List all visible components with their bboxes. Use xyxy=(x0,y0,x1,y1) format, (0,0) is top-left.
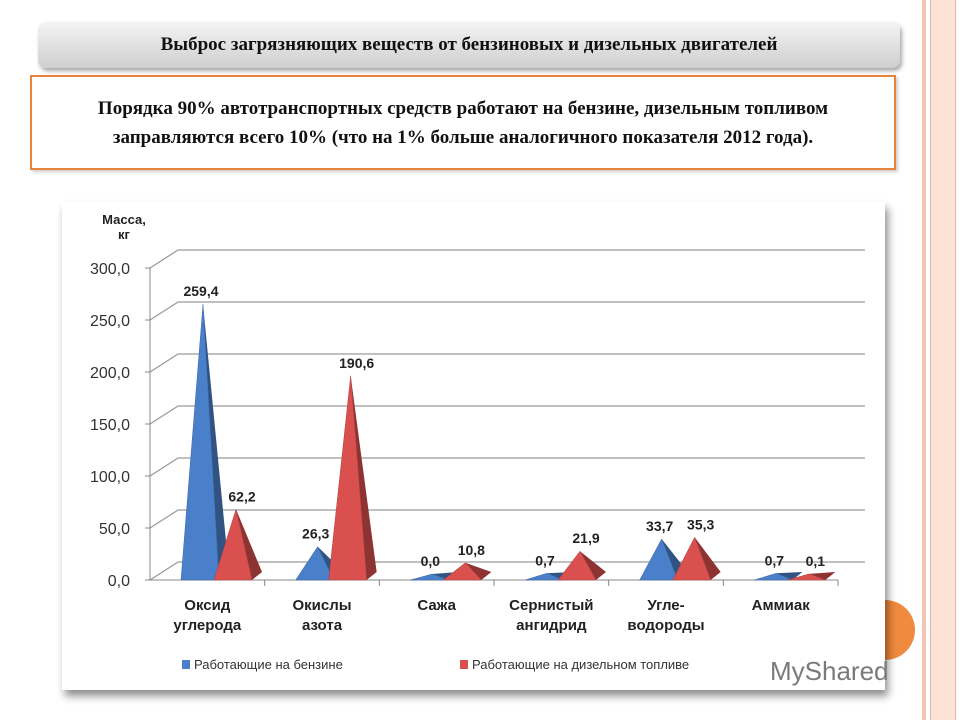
gridline xyxy=(149,353,865,373)
data-label: 0,7 xyxy=(765,552,785,568)
pyramid-petrol xyxy=(639,538,679,581)
y-tick-label: 150,0 xyxy=(90,417,130,434)
pyramid-side-petrol xyxy=(776,572,803,580)
pyramid-petrol xyxy=(754,573,793,581)
decor-stripe xyxy=(930,0,956,720)
data-label: 0,1 xyxy=(806,553,826,569)
slide-title: Выброс загрязняющих веществ от бензиновы… xyxy=(38,22,900,68)
data-label: 190,6 xyxy=(339,355,374,371)
y-tick-label: 50,0 xyxy=(99,521,130,538)
x-tick-label: Сернистый xyxy=(509,597,593,614)
pyramid-side-diesel xyxy=(465,562,492,580)
decor-stripe xyxy=(922,0,926,720)
data-label: 35,3 xyxy=(687,516,714,532)
x-tick-label: ангидрид xyxy=(516,617,587,634)
pyramid-diesel xyxy=(442,562,482,581)
gridline xyxy=(149,249,865,269)
data-label: 0,7 xyxy=(535,552,555,568)
data-label: 259,4 xyxy=(183,283,218,299)
slide-text: Порядка 90% автотранспортных средств раб… xyxy=(30,75,896,170)
gridline xyxy=(149,561,865,581)
pyramid-side-diesel xyxy=(350,375,377,580)
pyramid-petrol xyxy=(295,546,335,581)
data-label: 33,7 xyxy=(646,518,673,534)
x-tick-label: Аммиак xyxy=(752,597,811,614)
pyramid-side-diesel xyxy=(236,509,262,580)
pyramid-petrol xyxy=(180,304,220,581)
pyramid-side-petrol xyxy=(203,304,229,580)
gridline xyxy=(149,301,865,321)
x-tick-label: Окислы xyxy=(292,597,351,614)
pyramid-petrol xyxy=(524,573,564,581)
x-tick-label: углерода xyxy=(173,617,242,634)
legend-swatch xyxy=(182,660,190,669)
y-tick-label: 0,0 xyxy=(108,573,130,590)
chart-panel: Масса, кг 0,0 50,0 100,0 150,0 200,0 250,0 300,0… xyxy=(62,202,885,690)
pyramid-diesel xyxy=(672,536,712,581)
pyramid-diesel xyxy=(328,375,367,581)
pyramid-diesel xyxy=(557,550,597,581)
data-label: 26,3 xyxy=(302,526,329,542)
gridline xyxy=(149,457,865,477)
legend-label: Работающие на дизельном топливе xyxy=(472,657,689,672)
pyramid-diesel xyxy=(787,573,826,581)
y-tick-label: 100,0 xyxy=(90,469,130,486)
y-tick-label: 200,0 xyxy=(90,365,130,382)
pyramid-petrol xyxy=(410,573,449,581)
pyramid-side-diesel xyxy=(694,537,721,580)
data-label: 10,8 xyxy=(458,542,485,558)
x-tick-label: азота xyxy=(302,617,343,634)
y-tick-label: 250,0 xyxy=(90,313,130,330)
y-axis-label: кг xyxy=(118,227,131,242)
legend-swatch xyxy=(460,660,468,669)
data-label: 0,0 xyxy=(421,553,441,569)
legend-label: Работающие на бензине xyxy=(194,657,343,672)
pyramid-side-diesel xyxy=(580,551,606,580)
y-axis-label: Масса, xyxy=(102,212,146,227)
gridline xyxy=(149,509,865,529)
watermark-logo: MyShared xyxy=(770,656,889,686)
chart: Масса,кг 0,0 50,0 100,0 150,0 200,0 250,0 300,0… xyxy=(90,212,865,672)
x-tick-label: водороды xyxy=(627,617,704,634)
gridline xyxy=(149,405,865,425)
data-label: 21,9 xyxy=(572,530,599,546)
data-label: 62,2 xyxy=(228,488,255,504)
pyramid-side-diesel xyxy=(809,572,836,580)
y-tick-label: 300,0 xyxy=(90,261,130,278)
x-tick-label: Оксид xyxy=(184,597,231,614)
x-tick-label: Сажа xyxy=(417,597,456,614)
pyramid-diesel xyxy=(213,508,253,581)
x-tick-label: Угле- xyxy=(647,597,684,614)
